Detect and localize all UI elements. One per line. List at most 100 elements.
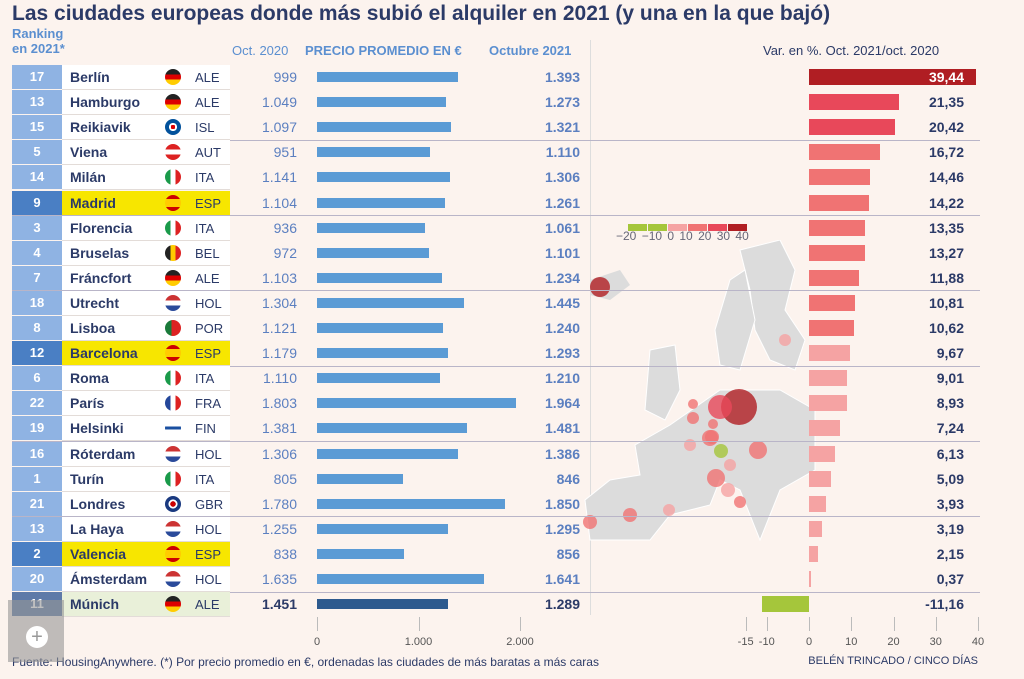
variation-bar [809, 119, 896, 136]
group-separator [12, 591, 980, 593]
flag-icon [165, 144, 181, 161]
flag-icon [165, 69, 181, 85]
price-oct2020: 1.803 [261, 395, 297, 412]
flag-icon [165, 596, 181, 613]
price-oct2020: 1.780 [261, 495, 297, 512]
price-oct2020: 972 [273, 244, 297, 261]
city-bubble [707, 469, 725, 487]
group-separator [12, 440, 980, 442]
tick-mark [520, 617, 521, 631]
city-name: Londres [70, 495, 126, 512]
country-code: ALE [195, 597, 220, 613]
variation-tick: 0 [805, 636, 813, 648]
city-bubble [663, 504, 675, 516]
city-name: Bruselas [70, 244, 130, 261]
variation-value: 21,35 [928, 94, 964, 111]
city-bubble [779, 334, 791, 346]
city-name: Lisboa [70, 320, 116, 336]
price-bar [317, 297, 464, 308]
flag-icon [165, 194, 181, 211]
variation-value: 20,42 [928, 119, 964, 136]
city-bubble [688, 399, 698, 409]
table-row: 5 Viena AUT 951 1.110 16,72 [12, 140, 980, 166]
country-code: HOL [195, 521, 222, 537]
price-oct2021: 1.321 [544, 119, 580, 136]
price-oct2020: 1.179 [261, 345, 297, 362]
city-cell: Reikiavik ISL [62, 115, 230, 141]
variation-bar [809, 144, 880, 161]
country-code: ITA [195, 471, 215, 487]
variation-bar [809, 94, 900, 111]
variation-value: 9,67 [936, 345, 964, 362]
table-row: 7 Fráncfort ALE 1.103 1.234 11,88 [12, 265, 980, 291]
city-cell: Viena AUT [62, 140, 230, 166]
price-oct2021: 1.964 [544, 395, 580, 412]
variation-bar [761, 596, 809, 613]
rank: 2 [12, 541, 62, 566]
city-cell: Helsinki FIN [62, 416, 230, 442]
table-row: 12 Barcelona ESP 1.179 1.293 9,67 [12, 341, 980, 367]
table-row: 3 Florencia ITA 936 1.061 13,35 [12, 215, 980, 241]
flag-icon [165, 395, 181, 412]
rank: 22 [12, 391, 62, 416]
city-cell: Turín ITA [62, 466, 230, 492]
country-code: POR [195, 321, 224, 336]
variation-bar [809, 169, 871, 186]
flag-icon [165, 470, 181, 487]
city-bubble [734, 496, 746, 508]
table-row: 13 Hamburgo ALE 1.049 1.273 21,35 [12, 90, 980, 116]
price-oct2020: 1.255 [261, 520, 297, 537]
variation-bar [809, 219, 866, 236]
price-tick: 1.000 [404, 636, 433, 648]
price-bar [317, 599, 448, 610]
price-bar [317, 523, 449, 534]
country-code: ESP [195, 546, 222, 562]
city-cell: Bruselas BEL [62, 240, 230, 266]
price-tick: 0 [313, 636, 321, 648]
price-tick: 2.000 [506, 636, 534, 648]
legend-swatch [708, 224, 727, 231]
table-row: 8 Lisboa POR 1.121 1.240 10,62 [12, 316, 980, 341]
city-bubble [705, 430, 719, 444]
price-bar [317, 398, 517, 409]
country-code: ITA [195, 220, 215, 236]
flag-icon [165, 294, 181, 311]
variation-bar [809, 445, 835, 462]
variation-value: 14,46 [928, 169, 964, 186]
city-name: Reikiavik [70, 119, 131, 136]
legend-swatch [628, 224, 647, 231]
flag-icon [165, 119, 181, 136]
country-code: HOL [195, 295, 222, 311]
rank: 13 [12, 516, 62, 541]
table-row: 15 Reikiavik ISL 1.097 1.321 20,42 [12, 115, 980, 141]
variation-bar [809, 69, 976, 85]
group-separator [12, 139, 980, 141]
price-bar [317, 147, 430, 158]
country-code: ALE [195, 95, 220, 111]
city-bubble [583, 515, 597, 529]
rank: 3 [12, 215, 62, 240]
city-name: Milán [70, 169, 106, 186]
country-code: HOL [195, 572, 222, 587]
rank: 21 [12, 491, 62, 516]
city-cell: Hamburgo ALE [62, 90, 230, 116]
group-separator [12, 365, 980, 367]
city-cell: Utrecht HOL [62, 290, 230, 316]
price-bar [317, 423, 468, 434]
group-separator [12, 215, 980, 216]
variation-tick: 10 [845, 636, 858, 648]
price-bar [317, 72, 459, 82]
price-bar [317, 97, 447, 108]
price-bar [317, 348, 449, 359]
table-row: 6 Roma ITA 1.110 1.210 9,01 [12, 366, 980, 392]
price-bar [317, 222, 425, 233]
variation-bar [809, 345, 850, 362]
city-bubble [684, 439, 696, 451]
price-bar [317, 247, 429, 258]
variation-value: 10,81 [928, 294, 964, 311]
price-oct2021: 1.306 [544, 169, 580, 186]
expand-button[interactable]: + [8, 600, 64, 662]
price-bar [317, 498, 505, 509]
price-bar [317, 172, 450, 183]
variation-bar [809, 294, 855, 311]
